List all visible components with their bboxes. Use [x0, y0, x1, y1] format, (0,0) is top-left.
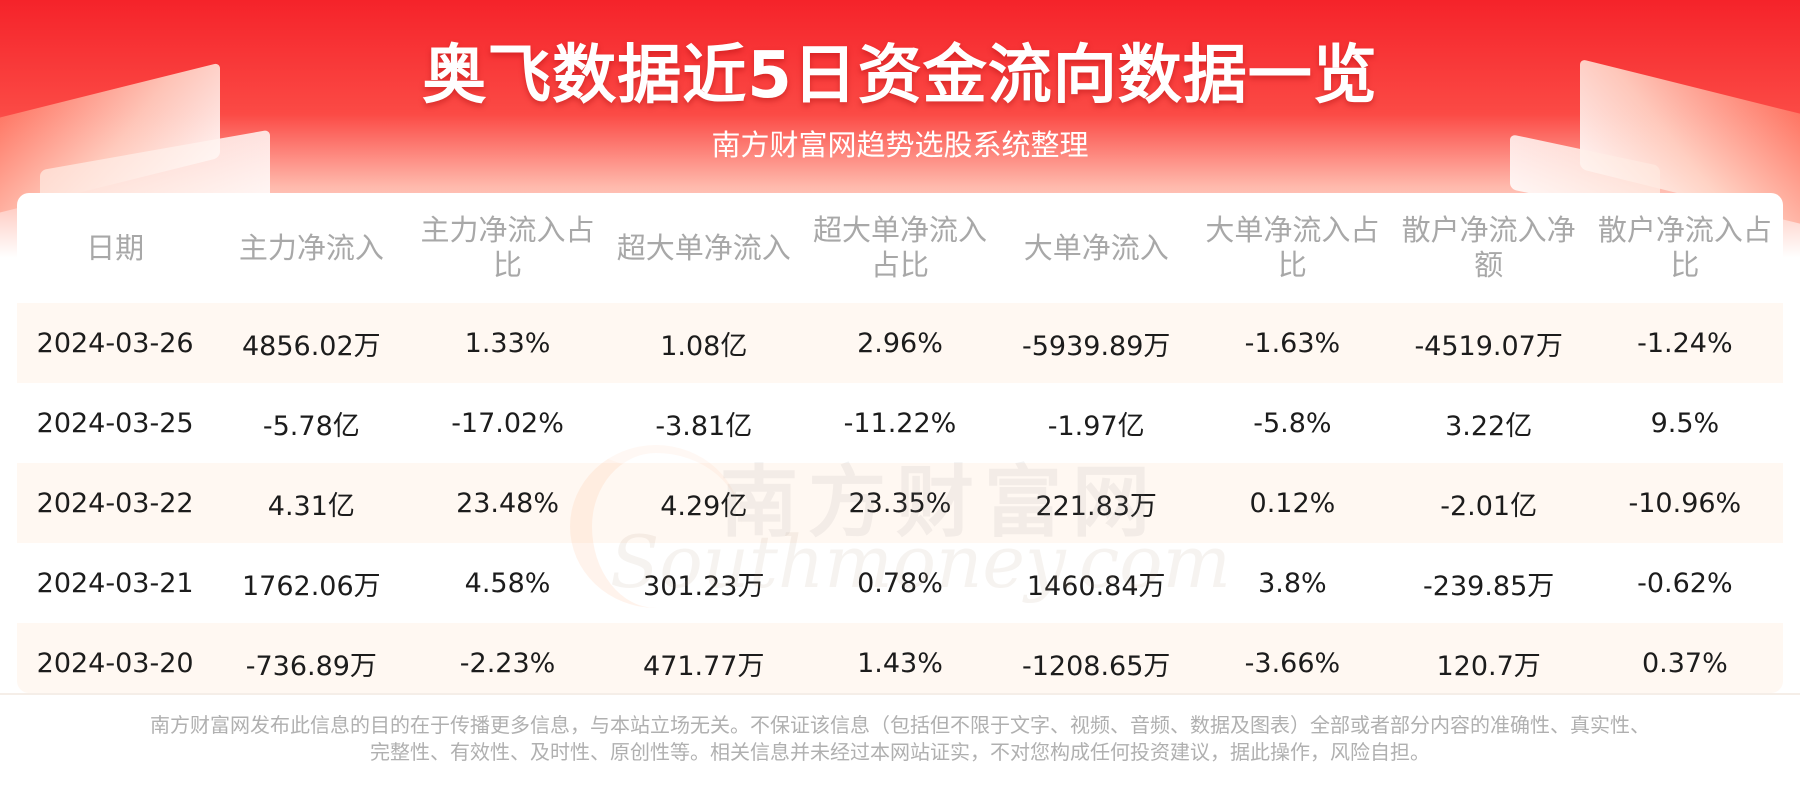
column-header-main-inflow: 主力净流入	[238, 230, 384, 265]
fund-flow-table: 日期 主力净流入 主力净流入占比 超大单净流入 超大单净流入占比 大单净流入 大…	[17, 193, 1783, 693]
table-cell: 2024-03-26	[36, 327, 194, 359]
table-cell: -1.63%	[1244, 327, 1341, 359]
table-cell: 301.23万	[643, 570, 765, 602]
table-cell: 1460.84万	[1026, 570, 1166, 602]
table-cell: 1.33%	[464, 327, 551, 359]
table-row: 2024-03-26 4856.02万 1.33% 1.08亿 2.96% -5…	[17, 303, 1783, 383]
table-cell: -0.62%	[1637, 567, 1733, 599]
data-table-card: 日期 主力净流入 主力净流入占比 超大单净流入 超大单净流入占比 大单净流入 大…	[17, 193, 1783, 693]
table-cell: -10.96%	[1628, 487, 1742, 519]
table-cell: 0.12%	[1249, 487, 1336, 519]
table-cell: 221.83万	[1035, 490, 1157, 522]
footer-disclaimer: 南方财富网发布此信息的目的在于传播更多信息，与本站立场无关。不保证该信息（包括但…	[60, 712, 1740, 766]
disclaimer-line-2: 完整性、有效性、及时性、原创性等。相关信息并未经过本网站证实，不对您构成任何投资…	[370, 740, 1430, 764]
table-cell: 471.77万	[643, 650, 765, 682]
table-cell: 4.31亿	[267, 490, 355, 522]
table-cell: 1.08亿	[660, 330, 748, 362]
column-header-retail-ratio: 散户净流入占比	[1597, 213, 1772, 282]
column-header-large-inflow: 大单净流入	[1023, 230, 1169, 265]
table-cell: 2024-03-22	[36, 487, 194, 519]
page-subtitle: 南方财富网趋势选股系统整理	[711, 128, 1089, 162]
table-cell: -736.89万	[245, 650, 377, 682]
table-cell: -5.8%	[1253, 407, 1332, 439]
table-cell: 4.29亿	[660, 490, 748, 522]
table-cell: -11.22%	[843, 407, 957, 439]
table-row: 2024-03-21 1762.06万 4.58% 301.23万 0.78% …	[17, 543, 1783, 623]
table-cell: 23.48%	[456, 487, 560, 519]
table-cell: 23.35%	[848, 487, 952, 519]
table-cell: 0.78%	[857, 567, 943, 599]
table-cell: -1.24%	[1637, 327, 1733, 359]
table-cell: 120.7万	[1436, 650, 1541, 682]
table-cell: 3.8%	[1258, 567, 1327, 599]
table-cell: 3.22亿	[1445, 410, 1533, 442]
table-cell: 2024-03-20	[36, 647, 194, 679]
column-header-main-ratio: 主力净流入占比	[420, 213, 595, 282]
table-cell: 0.37%	[1641, 647, 1728, 679]
table-cell: -3.66%	[1244, 647, 1341, 679]
table-cell: 1762.06万	[242, 570, 381, 602]
table-cell: -17.02%	[451, 407, 564, 439]
table-cell: -3.81亿	[655, 410, 753, 442]
table-cell: 2024-03-25	[36, 407, 194, 439]
table-cell: -1208.65万	[1022, 650, 1171, 682]
table-row: 2024-03-20 -736.89万 -2.23% 471.77万 1.43%…	[17, 623, 1783, 693]
column-header-retail-net: 散户净流入净额	[1401, 213, 1576, 282]
table-cell: 1.43%	[857, 647, 943, 679]
disclaimer-line-1: 南方财富网发布此信息的目的在于传播更多信息，与本站立场无关。不保证该信息（包括但…	[150, 713, 1650, 737]
table-row: 2024-03-25 -5.78亿 -17.02% -3.81亿 -11.22%…	[17, 383, 1783, 463]
table-cell: -5.78亿	[262, 410, 360, 442]
footer-divider	[0, 693, 1800, 695]
table-header-row: 日期 主力净流入 主力净流入占比 超大单净流入 超大单净流入占比 大单净流入 大…	[17, 193, 1783, 303]
table-cell: 9.5%	[1650, 407, 1720, 439]
table-cell: -1.97亿	[1047, 410, 1145, 442]
column-header-xl-inflow: 超大单净流入	[616, 230, 791, 265]
column-header-large-ratio: 大单净流入占比	[1205, 213, 1380, 282]
table-cell: 4.58%	[464, 567, 551, 599]
column-header-date: 日期	[86, 230, 145, 265]
table-cell: -239.85万	[1423, 570, 1555, 602]
table-cell: 2.96%	[857, 327, 943, 359]
table-cell: -2.23%	[459, 647, 556, 679]
table-cell: -2.01亿	[1440, 490, 1538, 522]
table-cell: -4519.07万	[1414, 330, 1563, 362]
table-row: 2024-03-22 4.31亿 23.48% 4.29亿 23.35% 221…	[17, 463, 1783, 543]
table-cell: -5939.89万	[1022, 330, 1171, 362]
table-cell: 4856.02万	[242, 330, 381, 362]
table-cell: 2024-03-21	[36, 567, 194, 599]
page-title: 奥飞数据近5日资金流向数据一览	[422, 39, 1378, 113]
column-header-xl-ratio: 超大单净流入占比	[812, 213, 987, 282]
